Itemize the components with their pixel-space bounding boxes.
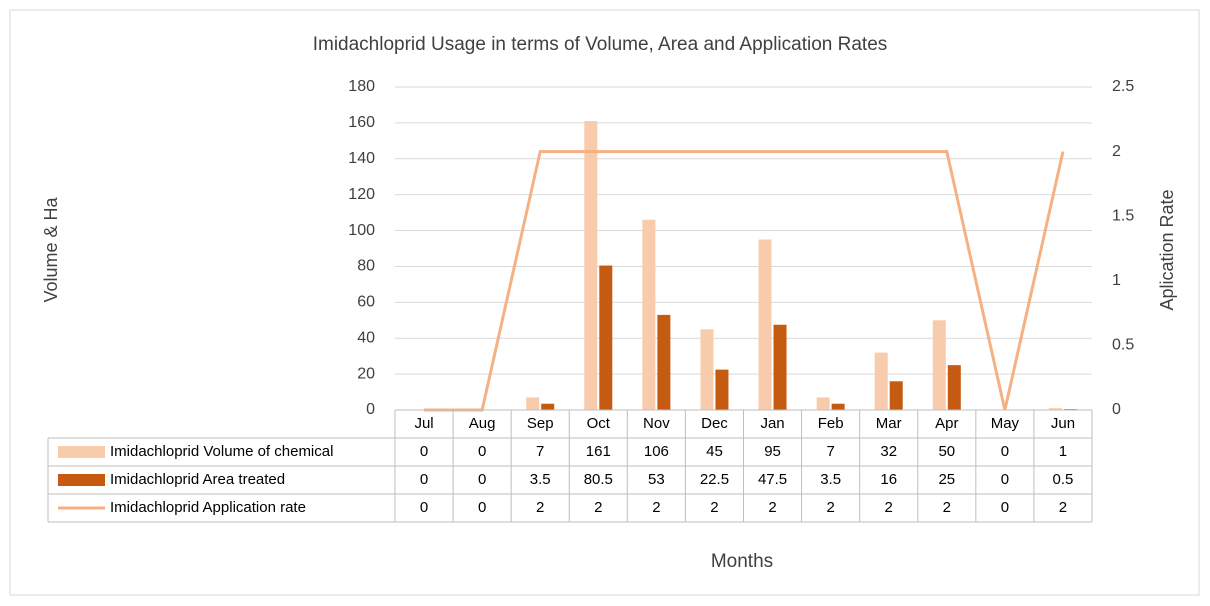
x-tick-label: Jan [760,415,784,432]
chart-title: Imidachloprid Usage in terms of Volume, … [313,34,888,55]
bar [874,352,888,410]
y-axis-title: Volume & Ha [41,196,61,302]
x-tick-label: Apr [935,415,958,432]
table-cell: 22.5 [700,471,729,488]
bar [541,403,555,410]
table-cell: 0 [1001,471,1009,488]
table-cell: 2 [536,499,544,516]
bar [947,365,961,410]
table-cell: 47.5 [758,471,787,488]
table-cell: 0 [478,443,486,460]
y2-axis-title: Aplication Rate [1157,189,1177,310]
x-tick-label: Oct [587,415,611,432]
legend-label: Imidachloprid Volume of chemical [110,443,333,460]
table-cell: 7 [536,443,544,460]
table-cell: 7 [826,443,834,460]
x-tick-label: Jun [1051,415,1075,432]
table-cell: 0.5 [1053,471,1074,488]
x-tick-label: May [991,415,1020,432]
table-cell: 2 [710,499,718,516]
y-tick-label: 160 [348,114,375,131]
bar [1048,408,1062,410]
bar [599,265,613,410]
table-cell: 0 [420,499,428,516]
table-cell: 0 [420,471,428,488]
y-tick-label: 120 [348,186,375,203]
y-tick-label: 60 [357,294,375,311]
y2-tick-label: 2 [1112,143,1121,160]
x-tick-label: Aug [469,415,496,432]
y-tick-label: 140 [348,150,375,167]
table-cell: 106 [644,443,669,460]
legend-label: Imidachloprid Application rate [110,499,306,516]
table-cell: 80.5 [584,471,613,488]
table-cell: 0 [478,471,486,488]
table-cell: 95 [764,443,781,460]
table-cell: 16 [880,471,897,488]
x-tick-label: Mar [876,415,902,432]
bar [831,403,845,410]
bar [584,121,598,410]
bar [816,397,830,410]
table-cell: 50 [938,443,955,460]
x-tick-label: Jul [414,415,433,432]
y-tick-label: 40 [357,329,375,346]
table-cell: 161 [586,443,611,460]
bar [657,314,671,410]
bar [773,324,787,410]
y-tick-label: 80 [357,258,375,275]
y2-tick-label: 1.5 [1112,207,1134,224]
bar [932,320,946,410]
table-cell: 2 [885,499,893,516]
x-tick-label: Dec [701,415,728,432]
table-cell: 2 [826,499,834,516]
x-tick-label: Nov [643,415,670,432]
table-cell: 2 [594,499,602,516]
table-cell: 3.5 [530,471,551,488]
table-cell: 25 [938,471,955,488]
legend-key [58,474,105,486]
table-cell: 3.5 [820,471,841,488]
y-tick-label: 20 [357,365,375,382]
line-series [424,150,1065,412]
bar [715,369,729,410]
legend-label: Imidachloprid Area treated [110,471,285,488]
bar [889,381,903,410]
legend-key [58,446,105,458]
table-cell: 32 [880,443,897,460]
table-cell: 0 [1001,443,1009,460]
table-cell: 0 [1001,499,1009,516]
table-cell: 2 [1059,499,1067,516]
table-cell: 0 [420,443,428,460]
table-cell: 2 [768,499,776,516]
table-cell: 0 [478,499,486,516]
table-cell: 2 [943,499,951,516]
y2-tick-label: 0 [1112,401,1121,418]
bar [642,219,656,410]
x-tick-label: Feb [818,415,844,432]
bar [526,397,540,410]
x-axis-title: Months [711,551,773,572]
y2-tick-label: 1 [1112,272,1121,289]
table-cell: 2 [652,499,660,516]
y-tick-label: 100 [348,222,375,239]
y2-tick-label: 2.5 [1112,78,1134,95]
y-tick-label: 180 [348,78,375,95]
x-tick-label: Sep [527,415,554,432]
y-tick-label: 0 [366,401,375,418]
bar [700,329,714,410]
table-cell: 1 [1059,443,1067,460]
table-cell: 45 [706,443,723,460]
bar [758,239,772,410]
table-cell: 53 [648,471,665,488]
y2-tick-label: 0.5 [1112,337,1134,354]
